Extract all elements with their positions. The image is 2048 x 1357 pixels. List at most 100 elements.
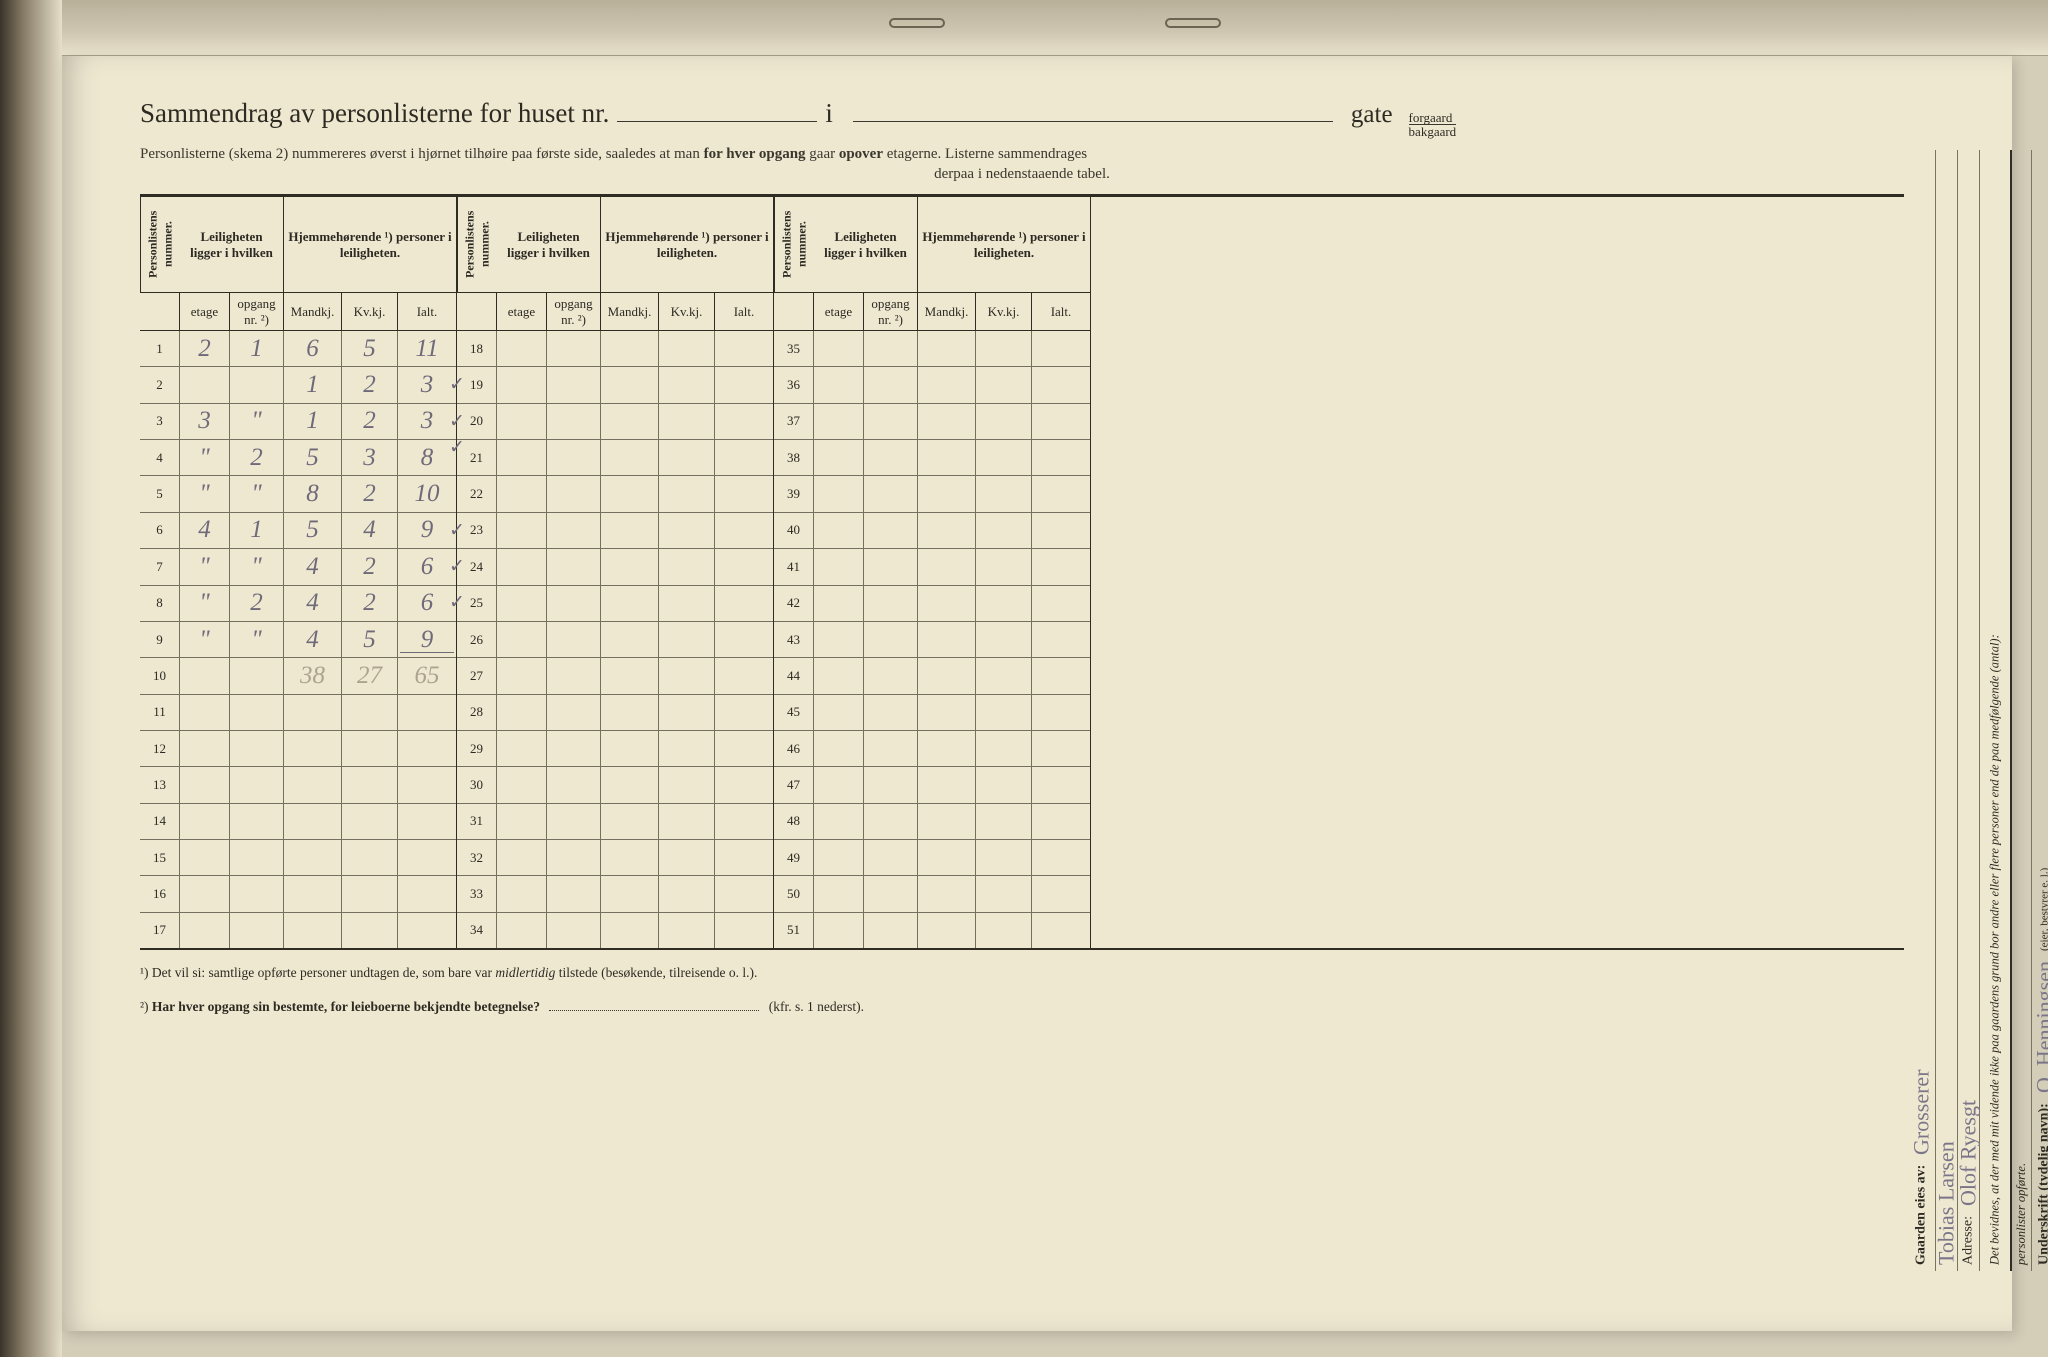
cell-kvkj: 27 [342, 658, 398, 693]
cell-etage: " [180, 549, 230, 584]
cell-etage [814, 440, 864, 475]
cell-kvkj [659, 767, 715, 802]
subtitle-bold: for hver opgang [704, 146, 806, 162]
row-number: 7 [140, 549, 180, 584]
col-kvkj: Kv.kj. [976, 293, 1032, 330]
title-main: Sammendrag av personlisterne for huset n… [140, 98, 609, 129]
cell-opgang [547, 404, 601, 439]
cell-ialt [398, 804, 456, 839]
table-row: 42 [774, 586, 1090, 622]
cell-opgang [547, 476, 601, 511]
cell-kvkj [976, 731, 1032, 766]
cell-kvkj [659, 331, 715, 366]
table-row: 36 [774, 367, 1090, 403]
cell-ialt: 11 [398, 331, 456, 366]
cell-opgang: 1 [230, 331, 284, 366]
cell-opgang [547, 695, 601, 730]
owner-adresse-label: Adresse: [1961, 1216, 1977, 1265]
cell-ialt: 3 [398, 367, 456, 402]
cell-ialt: 10 [398, 476, 456, 511]
row-number: 47 [774, 767, 814, 802]
cell-ialt: 6 [398, 549, 456, 584]
cell-ialt [1032, 549, 1090, 584]
cell-ialt [715, 586, 773, 621]
cell-kvkj [976, 767, 1032, 802]
cell-kvkj [659, 476, 715, 511]
cell-mandkj [601, 804, 659, 839]
col-mandkj: Mandkj. [918, 293, 976, 330]
cell-kvkj [342, 840, 398, 875]
row-number: 45 [774, 695, 814, 730]
cell-etage [497, 840, 547, 875]
cell-mandkj [601, 695, 659, 730]
cell-ialt: 9 [398, 622, 456, 657]
cell-etage [814, 513, 864, 548]
cell-opgang [230, 767, 284, 802]
checkmark-icon: ✓ [449, 519, 465, 542]
row-number: 8 [140, 586, 180, 621]
cell-opgang [864, 331, 918, 366]
cell-etage [497, 440, 547, 475]
table-row: 40 [774, 513, 1090, 549]
cell-mandkj: 6 [284, 331, 342, 366]
cell-opgang [864, 767, 918, 802]
cell-ialt [715, 331, 773, 366]
cell-kvkj [342, 876, 398, 911]
cell-kvkj [976, 840, 1032, 875]
cell-kvkj [976, 367, 1032, 402]
cell-etage [814, 622, 864, 657]
col-personlistens: Personlistens nummer. [457, 197, 497, 292]
cell-kvkj [976, 804, 1032, 839]
cell-opgang [864, 840, 918, 875]
cell-mandkj [284, 876, 342, 911]
cell-mandkj: 5 [284, 513, 342, 548]
cell-opgang [230, 876, 284, 911]
cell-opgang [864, 549, 918, 584]
cell-kvkj: 2 [342, 367, 398, 402]
cell-mandkj [284, 695, 342, 730]
cell-opgang [864, 695, 918, 730]
forgaard-label: forgaard [1409, 111, 1457, 124]
col-mandkj: Mandkj. [601, 293, 659, 330]
cell-kvkj [342, 767, 398, 802]
cell-mandkj [918, 513, 976, 548]
cell-opgang: " [230, 622, 284, 657]
table-row: 25 [457, 586, 773, 622]
table-row: 32 [457, 840, 773, 876]
cell-etage [814, 804, 864, 839]
cell-ialt [715, 658, 773, 693]
table-row: 48 [774, 804, 1090, 840]
table-row: 7""426 [140, 549, 456, 585]
table-row: 24 [457, 549, 773, 585]
cell-mandkj [601, 331, 659, 366]
cell-opgang [864, 440, 918, 475]
cell-ialt [1032, 731, 1090, 766]
checkmark-icon: ✓ [449, 410, 465, 433]
col-leiligheten: Leiligheten ligger i hvilken [814, 197, 918, 292]
owner-adresse-hw: Olof Ryesgt [1956, 1100, 1982, 1206]
table-row: 41 [774, 549, 1090, 585]
cell-opgang [547, 549, 601, 584]
cell-kvkj [659, 840, 715, 875]
table-row: 45 [774, 695, 1090, 731]
cell-ialt [715, 440, 773, 475]
cell-opgang [547, 622, 601, 657]
row-number: 1 [140, 331, 180, 366]
cell-mandkj [918, 658, 976, 693]
row-number: 48 [774, 804, 814, 839]
cell-kvkj: 5 [342, 331, 398, 366]
cell-ialt [715, 367, 773, 402]
cell-ialt [715, 622, 773, 657]
cell-etage: 3 [180, 404, 230, 439]
row-number: 39 [774, 476, 814, 511]
table-row: 641549 [140, 513, 456, 549]
col-etage: etage [814, 293, 864, 330]
table-row: 34 [457, 913, 773, 948]
cell-ialt [1032, 404, 1090, 439]
cell-opgang [864, 476, 918, 511]
cell-kvkj [976, 476, 1032, 511]
cell-ialt: 9 [398, 513, 456, 548]
cell-mandkj [918, 876, 976, 911]
cell-ialt [1032, 767, 1090, 802]
cell-mandkj [601, 549, 659, 584]
